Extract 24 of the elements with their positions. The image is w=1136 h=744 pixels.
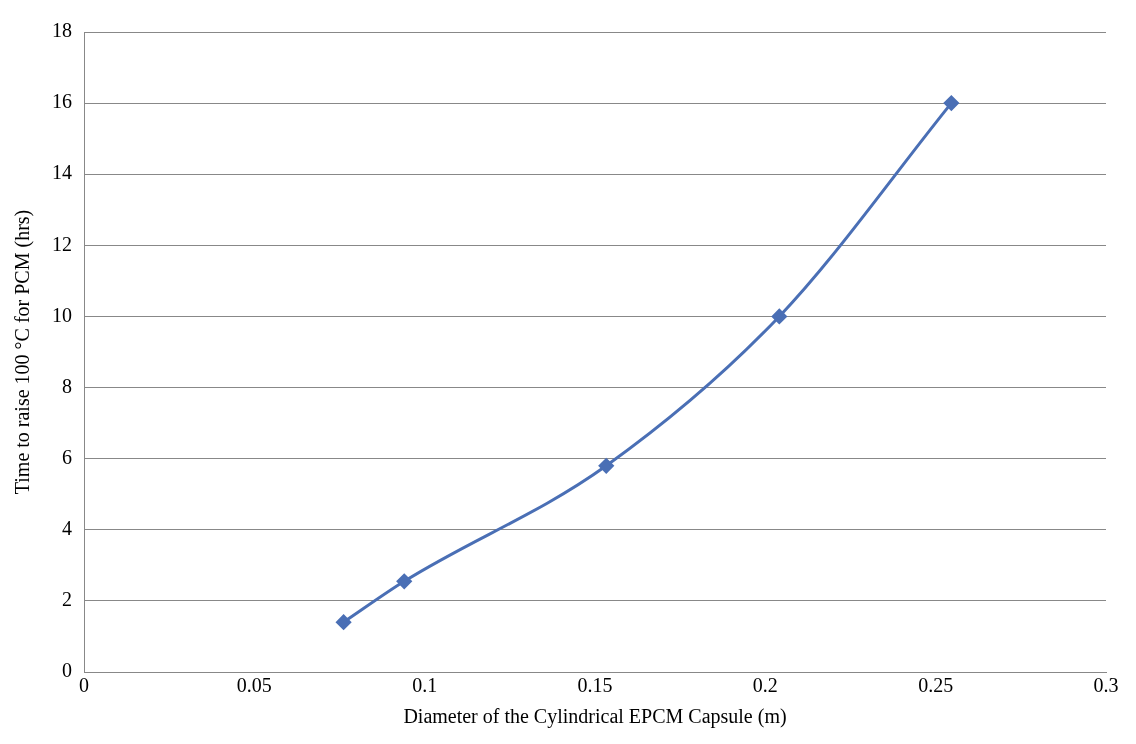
y-tick-label: 14 <box>52 161 72 184</box>
y-tick-label: 2 <box>62 588 72 611</box>
y-tick-label: 18 <box>52 19 72 42</box>
y-tick-label: 16 <box>52 90 72 113</box>
x-axis-title: Diameter of the Cylindrical EPCM Capsule (m) <box>403 705 787 729</box>
point <box>943 95 959 111</box>
x-tick-label: 0.25 <box>918 674 954 697</box>
x-tick-label: 0.3 <box>1093 674 1119 697</box>
point <box>598 458 614 474</box>
x-tick-label: 0.15 <box>577 674 613 697</box>
y-tick-label: 0 <box>62 659 72 682</box>
y-axis-title: Time to raise 100 °C for PCM (hrs) <box>11 209 35 495</box>
point <box>771 308 787 324</box>
x-tick-label: 0 <box>79 674 89 697</box>
y-tick-label: 10 <box>52 303 72 326</box>
point <box>336 614 352 630</box>
y-tick-label: 6 <box>62 445 72 468</box>
point <box>396 573 412 589</box>
x-tick-label: 0.1 <box>412 674 438 697</box>
y-tick-label: 12 <box>52 232 72 255</box>
y-tick-label: 8 <box>62 374 72 397</box>
x-tick-label: 0.2 <box>752 674 778 697</box>
x-tick-label: 0.05 <box>236 674 272 697</box>
y-tick-label: 4 <box>62 517 72 540</box>
